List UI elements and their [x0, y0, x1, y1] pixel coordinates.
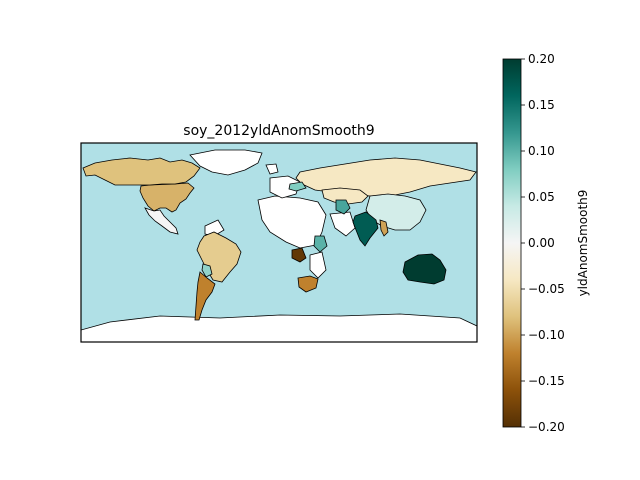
no-data-land [189, 149, 263, 176]
region-tanzania [313, 235, 328, 253]
region-paraguay [201, 263, 213, 278]
no-data-land [329, 211, 356, 237]
map-frame [80, 142, 478, 343]
land-layer [81, 149, 477, 342]
colorbar-tick-label: −0.10 [528, 328, 565, 342]
colorbar-tick-label: −0.20 [528, 420, 565, 434]
colorbar: 0.20 0.15 0.10 0.05 0.00 −0.05 −0.10 −0.15 −0.20… [502, 52, 590, 434]
region-united-states [139, 182, 195, 213]
colorbar-bar [502, 58, 522, 428]
region-kazakhstan [321, 187, 369, 205]
region-zambia [291, 247, 307, 263]
map-axes [80, 142, 478, 343]
colorbar-tick-label: 0.15 [528, 98, 555, 112]
region-australia [402, 253, 447, 285]
colorbar-tick-label: 0.05 [528, 190, 555, 204]
colorbar-ticks: 0.20 0.15 0.10 0.05 0.00 −0.05 −0.10 −0.15 −0.20 [521, 52, 565, 434]
map-title: soy_2012yldAnomSmooth9 [183, 123, 374, 139]
region-mexico [144, 207, 179, 235]
colorbar-tick-label: −0.15 [528, 374, 565, 388]
no-data-land [265, 163, 279, 175]
colorbar-tick-label: 0.20 [528, 52, 555, 66]
region-argentina [194, 271, 216, 321]
region-south-africa [297, 275, 319, 293]
region-canada [82, 157, 201, 186]
colorbar-label: yldAnomSmooth9 [576, 190, 590, 297]
region-india [352, 211, 379, 247]
region-iran [335, 199, 351, 215]
colorbar-tick-label: 0.10 [528, 144, 555, 158]
colorbar-tick-label: −0.05 [528, 282, 565, 296]
no-data-land [81, 313, 477, 342]
no-data-land [204, 219, 225, 237]
region-ukraine [288, 181, 307, 192]
region-russia [295, 157, 477, 197]
colorbar-tick-label: 0.00 [528, 236, 555, 250]
no-data-land [269, 175, 301, 199]
region-myanmar [379, 219, 389, 237]
